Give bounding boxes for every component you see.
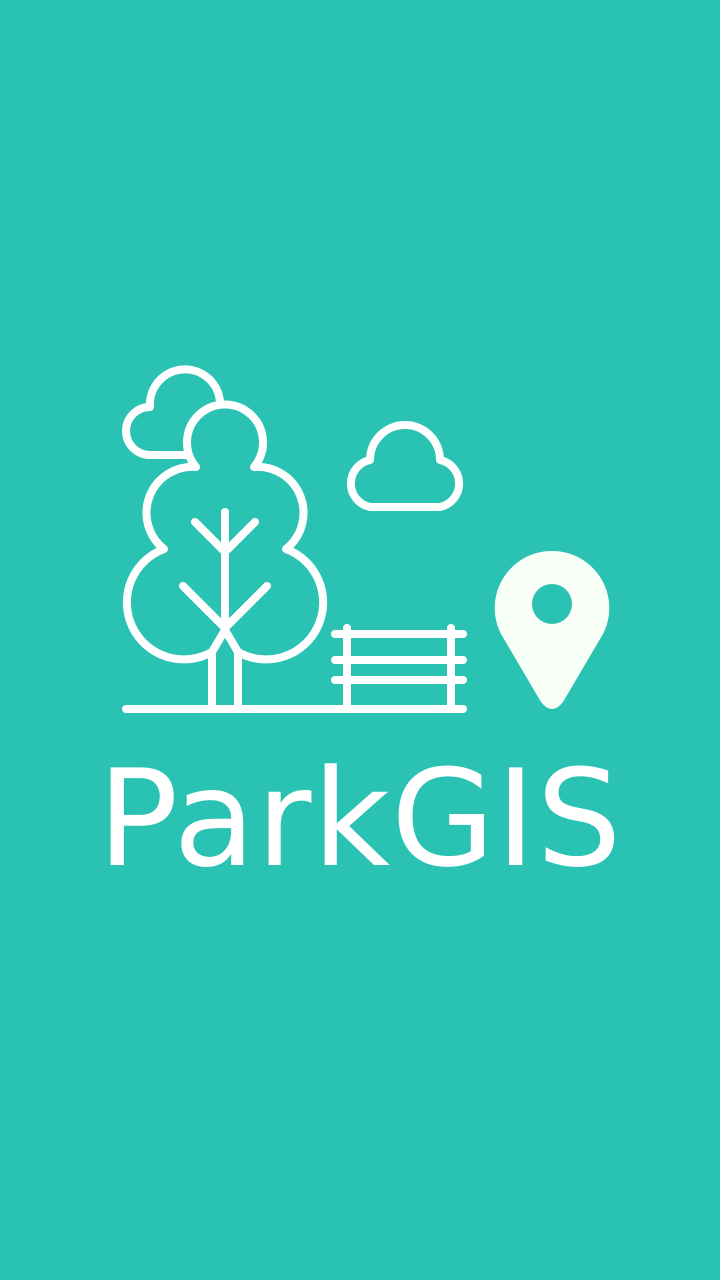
location-pin-icon bbox=[494, 550, 610, 709]
bench-icon bbox=[331, 624, 467, 710]
cloud-icon bbox=[122, 365, 224, 459]
cloud-icon bbox=[346, 421, 464, 511]
app-title: ParkGIS bbox=[97, 741, 623, 897]
tree-icon bbox=[122, 400, 328, 710]
